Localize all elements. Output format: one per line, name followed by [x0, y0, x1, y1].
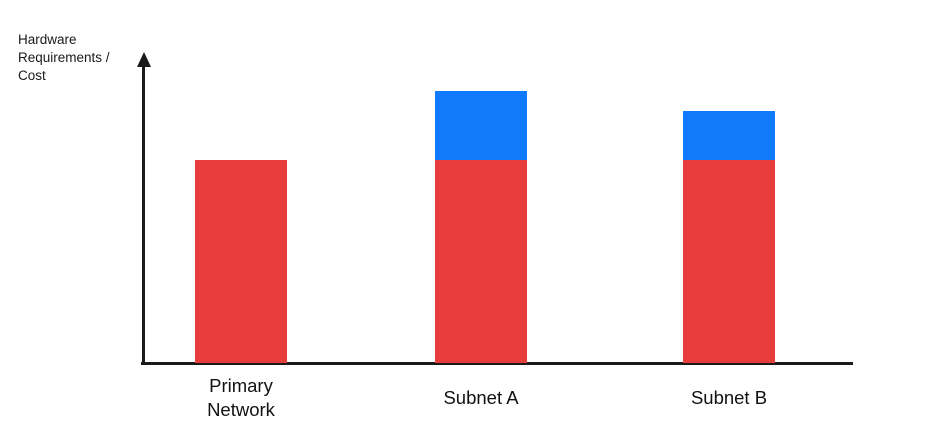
bar-segment-red: [435, 160, 527, 363]
y-axis: [142, 64, 145, 365]
category-label-subnet-a: Subnet A: [443, 387, 519, 408]
category-label-primary-network: Primary Network: [207, 375, 275, 420]
y-axis-arrow-icon: [136, 52, 151, 67]
bar-segment-blue: [435, 90, 527, 160]
x-axis: [141, 362, 853, 365]
bar-segment-red: [195, 160, 287, 363]
bar-segment-red: [683, 160, 775, 363]
bar-subnet-b: [683, 111, 775, 363]
bar-subnet-a: [435, 90, 527, 363]
bar-segment-blue: [683, 111, 775, 160]
bar-primary-network: [195, 160, 287, 363]
y-axis-title: Hardware Requirements / Cost: [18, 32, 110, 83]
category-label-subnet-b: Subnet B: [690, 387, 768, 408]
